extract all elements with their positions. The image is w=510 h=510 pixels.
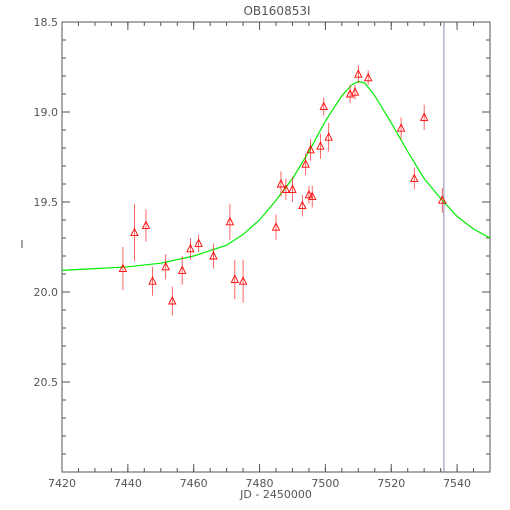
data-point xyxy=(345,85,355,103)
data-point xyxy=(177,256,187,285)
data-point xyxy=(301,153,310,175)
triangle-marker xyxy=(194,238,203,247)
y-axis-label: I xyxy=(20,238,23,251)
data-point xyxy=(281,178,291,201)
triangle-marker xyxy=(161,261,170,271)
triangle-marker xyxy=(238,276,248,285)
triangle-marker xyxy=(168,295,177,305)
data-point xyxy=(298,194,307,217)
triangle-marker xyxy=(301,159,310,168)
triangle-marker xyxy=(345,88,355,98)
data-point xyxy=(194,234,203,253)
triangle-marker xyxy=(307,191,317,201)
data-point xyxy=(354,65,363,84)
data-point xyxy=(225,203,235,240)
x-tick-label: 7480 xyxy=(246,477,274,490)
triangle-marker xyxy=(118,263,128,273)
data-point xyxy=(238,259,248,303)
data-point xyxy=(316,133,325,159)
x-tick-label: 7520 xyxy=(377,477,405,490)
data-point xyxy=(319,97,328,116)
data-point xyxy=(324,122,333,152)
triangle-marker xyxy=(148,276,157,285)
triangle-marker xyxy=(230,274,240,283)
data-point xyxy=(141,209,151,242)
data-point xyxy=(161,254,170,280)
data-point xyxy=(307,185,317,208)
triangle-marker xyxy=(225,216,235,226)
x-tick-label: 7440 xyxy=(114,477,142,490)
triangle-marker xyxy=(276,178,286,188)
triangle-marker xyxy=(316,141,325,150)
data-point xyxy=(396,117,406,139)
triangle-marker xyxy=(419,112,429,121)
data-point xyxy=(118,247,128,291)
x-axis-label: JD - 2450000 xyxy=(239,488,312,501)
y-tick-label: 18.5 xyxy=(34,16,59,29)
data-point xyxy=(209,243,218,269)
y-tick-label: 20.0 xyxy=(34,286,59,299)
y-tick-label: 19.0 xyxy=(34,106,59,119)
triangle-marker xyxy=(410,173,419,183)
model-curve xyxy=(61,80,491,271)
triangle-marker xyxy=(363,72,373,82)
triangle-marker xyxy=(281,184,291,193)
triangle-marker xyxy=(271,222,281,231)
triangle-marker xyxy=(354,69,363,78)
triangle-marker xyxy=(130,227,139,237)
data-point xyxy=(168,286,177,316)
data-point xyxy=(230,259,240,300)
data-point xyxy=(186,238,195,260)
data-point xyxy=(148,266,157,296)
data-point xyxy=(363,70,373,85)
data-point xyxy=(410,167,419,190)
data-point xyxy=(350,85,360,100)
data-point xyxy=(288,176,297,202)
triangle-marker xyxy=(288,184,297,193)
triangle-marker xyxy=(141,220,151,229)
x-tick-label: 7460 xyxy=(180,477,208,490)
x-tick-label: 7420 xyxy=(48,477,76,490)
data-point xyxy=(276,171,286,197)
x-tick-label: 7540 xyxy=(443,477,471,490)
plot-frame xyxy=(61,21,491,473)
chart-title: OB160853I xyxy=(243,4,310,18)
triangle-marker xyxy=(350,87,360,96)
x-axis: 7420 7440 7460 7480 7500 7520 7540 xyxy=(48,22,491,490)
data-points xyxy=(118,65,447,316)
data-point xyxy=(438,187,447,213)
triangle-marker xyxy=(298,200,307,210)
data-point xyxy=(306,139,315,161)
triangle-marker xyxy=(306,144,315,154)
triangle-marker xyxy=(324,132,333,141)
y-tick-label: 20.5 xyxy=(34,376,59,389)
triangle-marker xyxy=(304,189,314,199)
triangle-marker xyxy=(319,101,328,111)
y-tick-label: 19.5 xyxy=(34,196,59,209)
triangle-marker xyxy=(186,243,195,253)
data-point xyxy=(271,214,281,240)
y-axis: 18.5 19.0 19.5 20.0 20.5 xyxy=(34,16,490,473)
data-point xyxy=(130,203,139,262)
data-point xyxy=(419,104,429,130)
triangle-marker xyxy=(438,195,447,204)
triangle-marker xyxy=(209,250,218,260)
triangle-marker xyxy=(177,265,187,274)
data-point xyxy=(304,185,314,204)
model-curve-line xyxy=(61,80,491,271)
triangle-marker xyxy=(396,123,406,132)
x-tick-label: 7500 xyxy=(311,477,339,490)
